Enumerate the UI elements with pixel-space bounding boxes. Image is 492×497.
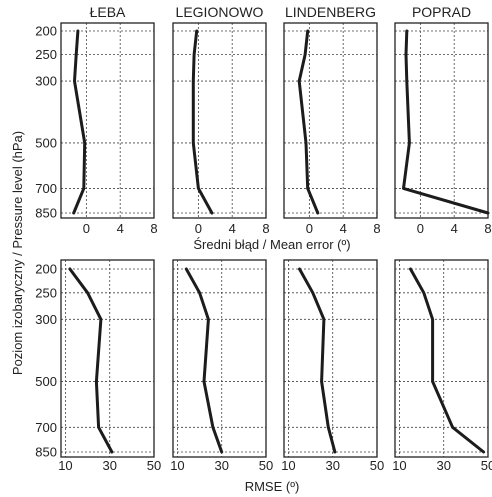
panel-frame <box>394 259 489 458</box>
rmse-axis-label: RMSE (º) <box>245 479 300 494</box>
grid-layer <box>61 23 489 457</box>
x-tick-label: 4 <box>229 221 236 236</box>
x-tick-label: 50 <box>147 458 161 473</box>
station-title: ŁEBA <box>90 4 126 20</box>
x-tick-label: 30 <box>102 458 116 473</box>
x-tick-label: 8 <box>150 221 157 236</box>
x-tick-label: 50 <box>481 458 492 473</box>
series-line-mean_error-1 <box>72 29 87 215</box>
series-line-rmse-2 <box>184 267 224 454</box>
x-tick-label: 0 <box>306 221 313 236</box>
x-tick-label: 8 <box>262 221 269 236</box>
y-tick-label: 300 <box>35 74 57 89</box>
x-tick-label: 10 <box>281 458 295 473</box>
x-tick-label: 4 <box>451 221 458 236</box>
panel-frame <box>60 259 155 458</box>
x-tick-label: 8 <box>484 221 491 236</box>
x-tick-label: 10 <box>392 458 406 473</box>
y-tick-label: 700 <box>35 181 57 196</box>
x-tick-label: 0 <box>195 221 202 236</box>
y-tick-label: 300 <box>35 312 57 327</box>
series-layer <box>68 29 490 454</box>
panel-frame <box>283 259 378 458</box>
y-tick-label: 700 <box>35 420 57 435</box>
panel-frame <box>283 22 378 219</box>
y-tick-label: 850 <box>35 445 57 460</box>
x-tick-label: 50 <box>259 458 273 473</box>
frames-layer <box>60 22 489 458</box>
x-tick-label: 8 <box>373 221 380 236</box>
x-tick-label: 10 <box>58 458 72 473</box>
y-tick-label: 850 <box>35 206 57 221</box>
station-title: LINDENBERG <box>285 4 376 20</box>
panel-frame <box>172 22 267 219</box>
series-line-mean_error-4 <box>402 29 490 215</box>
y-tick-label: 200 <box>35 24 57 39</box>
x-tick-label: 4 <box>340 221 347 236</box>
x-tick-label: 4 <box>117 221 124 236</box>
series-line-rmse-1 <box>68 267 114 454</box>
x-tick-label: 0 <box>83 221 90 236</box>
x-tick-label: 30 <box>325 458 339 473</box>
x-tick-label: 10 <box>170 458 184 473</box>
panel-frame <box>394 22 489 219</box>
series-line-rmse-4 <box>409 267 486 454</box>
y-axis-label: Poziom izobaryczny / Pressure level (hPa… <box>10 131 25 375</box>
y-tick-label: 250 <box>35 47 57 62</box>
x-tick-label: 30 <box>436 458 450 473</box>
series-line-mean_error-2 <box>191 29 214 215</box>
station-title: LEGIONOWO <box>176 4 264 20</box>
x-tick-label: 30 <box>214 458 228 473</box>
panel-frame <box>60 22 155 219</box>
mean-error-axis-label: Średni błąd / Mean error (º) <box>193 237 350 252</box>
y-tick-label: 250 <box>35 285 57 300</box>
panel-frame <box>172 259 267 458</box>
station-title: POPRAD <box>412 4 471 20</box>
y-tick-label: 500 <box>35 374 57 389</box>
series-line-mean_error-3 <box>297 29 320 215</box>
y-tick-label: 200 <box>35 262 57 277</box>
x-tick-label: 0 <box>417 221 424 236</box>
series-line-rmse-3 <box>298 267 337 454</box>
y-tick-label: 500 <box>35 135 57 150</box>
x-tick-label: 50 <box>370 458 384 473</box>
